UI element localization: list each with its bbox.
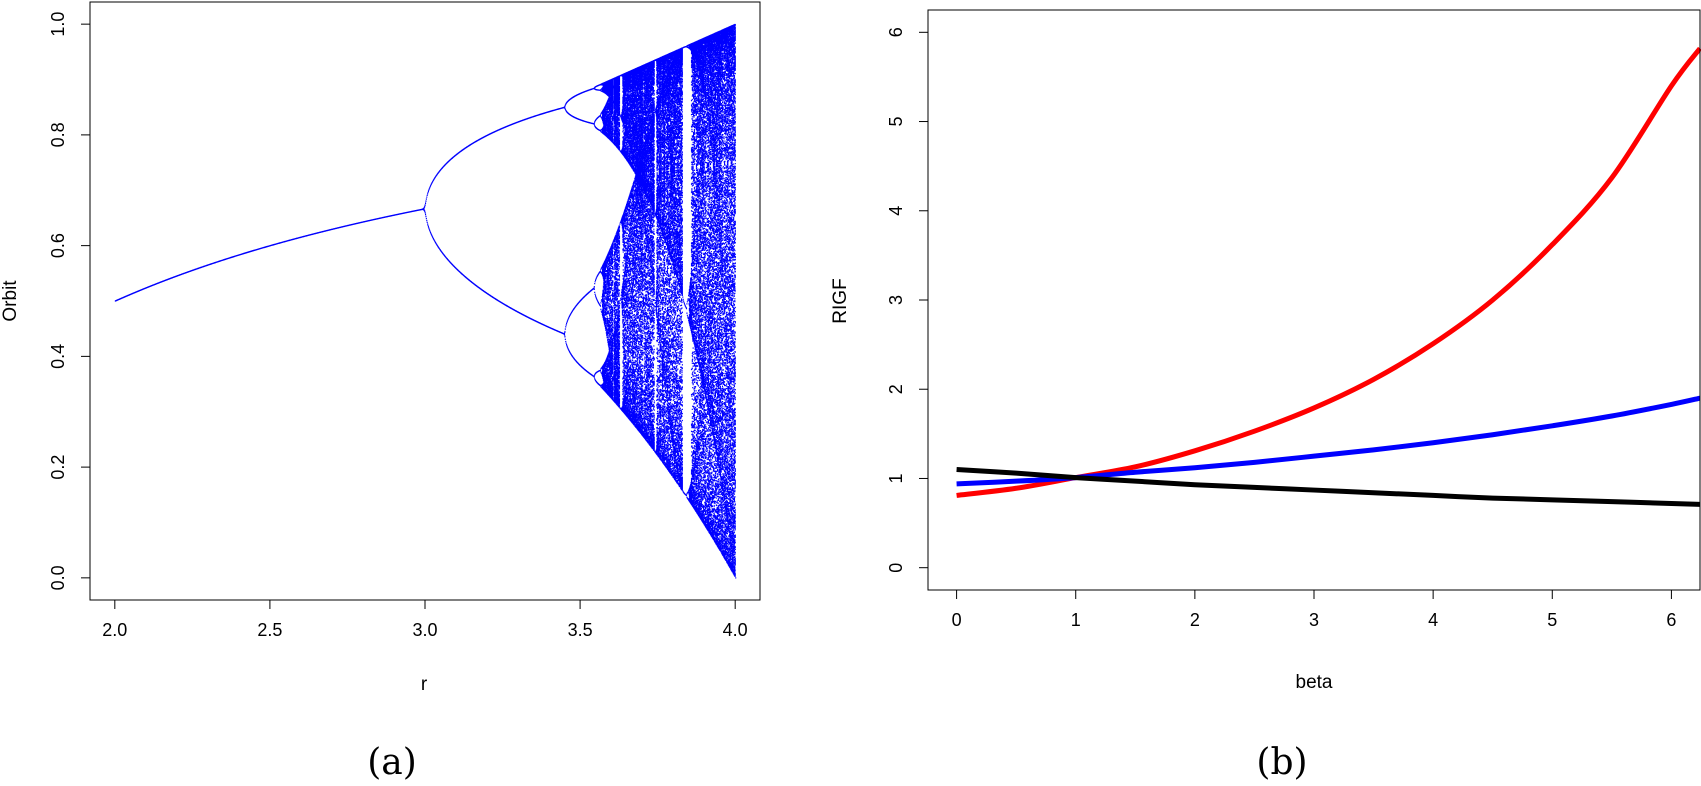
x-axis-title-a: r <box>421 674 428 695</box>
y-tick-label-b: 2 <box>886 384 906 394</box>
x-axis-title-b: beta <box>1296 672 1333 693</box>
x-tick-label-a: 2.5 <box>257 620 282 640</box>
y-tick-label-b: 6 <box>886 27 906 37</box>
y-tick-label-a: 0.0 <box>48 565 68 590</box>
y-axis-b: 0 1 2 3 4 5 6 <box>886 27 928 573</box>
y-tick-label-a: 0.6 <box>48 233 68 258</box>
x-tick-label-b: 0 <box>952 610 962 630</box>
y-tick-label-b: 4 <box>886 206 906 216</box>
y-tick-label-b: 3 <box>886 295 906 305</box>
x-tick-label-a: 3.5 <box>568 620 593 640</box>
x-axis-b: 0 1 2 3 4 5 6 <box>952 590 1676 630</box>
x-tick-label-a: 4.0 <box>723 620 748 640</box>
x-tick-label-a: 2.0 <box>102 620 127 640</box>
x-tick-label-b: 3 <box>1309 610 1319 630</box>
rigf-panel: 0 1 2 3 4 5 6 0 1 2 3 4 5 6 beta RIGF (b) <box>830 9 1701 783</box>
x-tick-label-a: 3.0 <box>412 620 437 640</box>
y-axis-title-a: Orbit <box>0 280 21 322</box>
x-axis-a: 2.0 2.5 3.0 3.5 4.0 <box>102 600 748 640</box>
y-tick-label-b: 1 <box>886 473 906 483</box>
x-tick-label-b: 4 <box>1428 610 1438 630</box>
x-tick-label-b: 5 <box>1547 610 1557 630</box>
x-tick-label-b: 6 <box>1666 610 1676 630</box>
bifurcation-panel: 2.0 2.5 3.0 3.5 4.0 0.0 0.2 0.4 0.6 0.8 1.0 r Orb… <box>0 1 761 783</box>
y-tick-label-a: 0.4 <box>48 344 68 369</box>
y-tick-label-a: 0.8 <box>48 122 68 147</box>
orbit-points <box>114 23 737 579</box>
y-tick-label-a: 0.2 <box>48 455 68 480</box>
x-tick-label-b: 2 <box>1190 610 1200 630</box>
black-curve <box>956 467 1701 507</box>
caption-a: (a) <box>367 742 417 783</box>
y-tick-label-b: 0 <box>886 563 906 573</box>
y-tick-label-b: 5 <box>886 117 906 127</box>
blue-curve <box>956 395 1701 487</box>
y-axis-title-b: RIGF <box>830 278 851 323</box>
y-axis-a: 0.0 0.2 0.4 0.6 0.8 1.0 <box>48 12 90 590</box>
rigf-lines <box>956 46 1701 507</box>
y-tick-label-a: 1.0 <box>48 12 68 37</box>
caption-b: (b) <box>1256 742 1307 783</box>
x-tick-label-b: 1 <box>1071 610 1081 630</box>
red-curve <box>956 46 1701 498</box>
bifurcation-points <box>114 23 737 579</box>
